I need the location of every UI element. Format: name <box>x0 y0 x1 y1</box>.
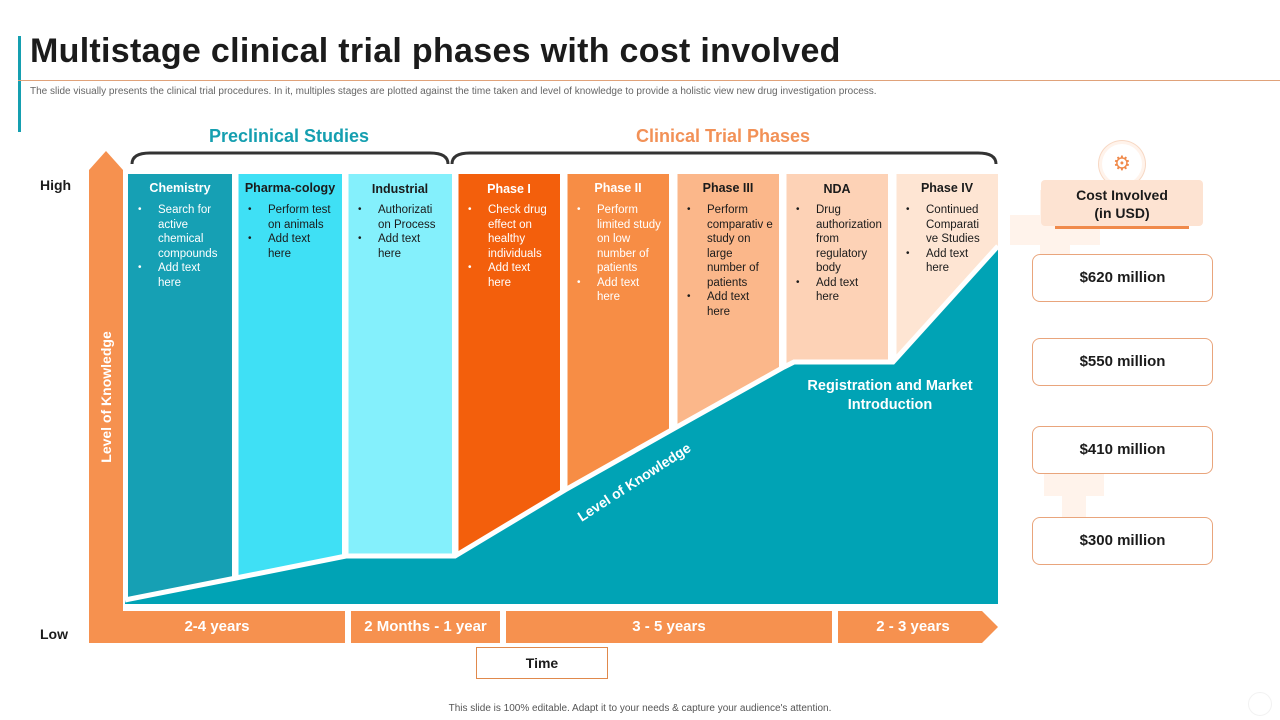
stage-bullet: Perform limited study on low number of p… <box>577 203 663 276</box>
stage-bullets-6: Perform comparativ e study on large numb… <box>687 203 773 319</box>
stage-bullet: Add text here <box>468 261 554 290</box>
stage-bullet: Add text here <box>906 247 992 276</box>
stage-column-2 <box>238 174 342 604</box>
stage-title-8: Phase IV <box>920 181 974 195</box>
cost-value-3: $410 million <box>1032 426 1213 474</box>
column-separator-1 <box>233 174 239 604</box>
cost-heading-text: Cost Involved (in USD) <box>1076 187 1168 221</box>
cost-heading: Cost Involved (in USD) <box>1041 180 1203 226</box>
stage-title-7: NDA <box>823 182 851 196</box>
time-label-4: 2 - 3 years <box>876 618 950 635</box>
time-bar-segment-2 <box>351 611 500 643</box>
page-title: Multistage clinical trial phases with co… <box>30 32 841 70</box>
cost-value-4: $300 million <box>1032 517 1213 565</box>
column-separator-2 <box>343 174 349 604</box>
footer-note: This slide is 100% editable. Adapt it to… <box>448 703 832 714</box>
stage-bullet: Search for active chemical compounds <box>138 203 226 261</box>
title-accent-bar <box>18 36 21 132</box>
stage-title-1: Chemistry <box>149 181 211 195</box>
stage-bullets-3: Authorizati on ProcessAdd text here <box>358 203 446 261</box>
stage-bullet: Add text here <box>577 276 663 305</box>
stage-bullets-1: Search for active chemical compoundsAdd … <box>138 203 226 290</box>
cost-value-1: $620 million <box>1032 254 1213 302</box>
bracket-preclinical <box>130 151 450 165</box>
time-label-1: 2-4 years <box>184 618 250 635</box>
stage-bullet: Add text here <box>138 261 226 290</box>
stage-bullets-7: Drug authorization from regulatory bodyA… <box>796 203 882 305</box>
stage-bullet: Add text here <box>358 232 446 261</box>
cost-heading-underline <box>1055 226 1189 229</box>
stage-bullets-2: Perform test on animalsAdd text here <box>248 203 336 261</box>
stage-bullet: Perform comparativ e study on large numb… <box>687 203 773 290</box>
stage-bullet: Authorizati on Process <box>358 203 446 232</box>
stage-bullet: Add text here <box>248 232 336 261</box>
knowledge-curve-line <box>124 244 1000 603</box>
time-bar-segment-3 <box>506 611 832 643</box>
time-label-2: 2 Months - 1 year <box>364 618 487 635</box>
time-label-3: 3 - 5 years <box>632 618 706 635</box>
column-separator-3 <box>453 174 459 604</box>
stage-title-6: Phase III <box>702 181 754 195</box>
stage-bullet: Perform test on animals <box>248 203 336 232</box>
stage-bullets-4: Check drug effect on healthy individuals… <box>468 203 554 290</box>
y-axis-arrow <box>89 151 123 642</box>
column-separator-5 <box>672 174 678 604</box>
stage-bullets-5: Perform limited study on low number of p… <box>577 203 663 305</box>
cost-value-2: $550 million <box>1032 338 1213 386</box>
group-label-preclinical: Preclinical Studies <box>208 126 370 146</box>
stage-bullet: Add text here <box>796 276 882 305</box>
stage-bullet: Add text here <box>687 290 773 319</box>
registration-label: Registration and Market Introduction <box>807 378 973 413</box>
axis-low-label: Low <box>40 626 68 642</box>
watermark-plus-bottom-bar <box>1044 472 1104 496</box>
title-divider <box>18 80 1280 81</box>
stage-title-5: Phase II <box>594 181 642 195</box>
stage-bullet: Drug authorization from regulatory body <box>796 203 882 276</box>
group-label-clinical: Clinical Trial Phases <box>635 126 811 146</box>
stage-bullet: Continued Comparati ve Studies <box>906 203 992 247</box>
stage-column-3 <box>348 174 452 604</box>
stage-title-4: Phase I <box>487 182 531 196</box>
stage-title-2: Pharma-cology <box>244 181 336 195</box>
stage-title-3: Industrial <box>371 182 429 196</box>
knowledge-area <box>125 246 998 604</box>
bracket-clinical <box>450 151 998 165</box>
y-axis-label: Level of Knowledge <box>98 331 114 463</box>
time-bar-segment-1 <box>89 611 345 643</box>
column-separator-4 <box>562 174 568 604</box>
page-subtitle: The slide visually presents the clinical… <box>30 86 877 97</box>
stage-bullets-8: Continued Comparati ve StudiesAdd text h… <box>906 203 992 276</box>
axis-high-label: High <box>40 177 72 193</box>
corner-decoration <box>1248 692 1272 716</box>
time-bar-segment-4 <box>838 611 998 643</box>
stage-bullet: Check drug effect on healthy individuals <box>468 203 554 261</box>
x-axis-label: Time <box>476 647 608 679</box>
gear-icon: ⚙ <box>1102 144 1142 184</box>
